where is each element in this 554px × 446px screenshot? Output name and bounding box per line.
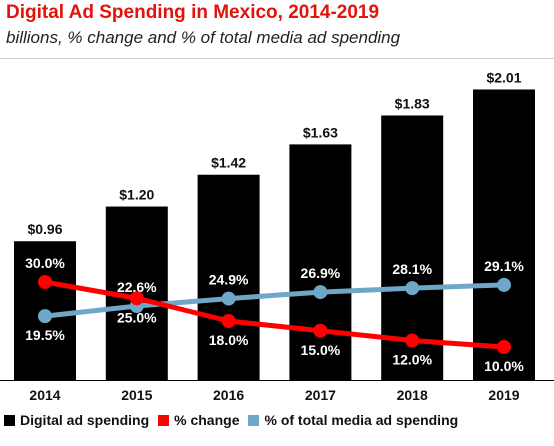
bar-value-label: $1.20	[119, 187, 154, 203]
legend-label-change: % change	[174, 412, 240, 428]
change-point	[221, 314, 236, 328]
share-point	[221, 291, 236, 306]
x-tick-label: 2016	[213, 387, 244, 403]
chart-subtitle: billions, % change and % of total media …	[6, 28, 401, 47]
share-data-label: 22.6%	[117, 279, 157, 295]
title-divider	[0, 58, 554, 59]
x-tick-label: 2019	[488, 387, 519, 403]
share-data-label: 24.9%	[209, 272, 249, 288]
change-data-label: 12.0%	[392, 352, 432, 368]
x-tick-label: 2017	[305, 387, 336, 403]
chart-area: $0.96 $1.20 $1.42 $1.63 $1.83 $2.01 2014 2015 20…	[0, 69, 554, 403]
change-point	[405, 333, 420, 348]
legend-swatch-share	[248, 414, 260, 426]
bar-value-label: $2.01	[486, 69, 521, 85]
bar-2019	[473, 89, 535, 381]
legend-item-digital-ad-spending: Digital ad spending	[4, 412, 149, 428]
share-data-label: 19.5%	[25, 327, 65, 343]
bar-value-label: $0.96	[27, 221, 62, 237]
share-data-label: 26.9%	[301, 265, 341, 281]
legend-swatch-change	[158, 414, 170, 426]
change-data-label: 25.0%	[117, 309, 157, 325]
change-data-label: 18.0%	[209, 332, 249, 348]
bar-value-label: $1.63	[303, 124, 338, 140]
legend-label-digital-ad-spending: Digital ad spending	[20, 412, 150, 428]
x-tick-label: 2014	[29, 387, 60, 403]
legend-item-change: % change	[158, 412, 239, 428]
x-tick-label: 2015	[121, 387, 152, 403]
share-point	[38, 309, 52, 324]
legend: Digital ad spending % change % of total …	[4, 412, 467, 428]
bar-value-label: $1.83	[395, 95, 430, 111]
change-point	[129, 291, 144, 306]
legend-label-share: % of total media ad spending	[264, 412, 459, 428]
change-point	[497, 340, 511, 354]
change-line	[42, 279, 507, 350]
share-data-label: 28.1%	[392, 261, 432, 277]
bar-2016	[197, 174, 260, 380]
change-data-label: 10.0%	[484, 358, 524, 374]
change-point	[38, 275, 52, 289]
change-point	[313, 323, 328, 338]
change-data-label: 30.0%	[25, 255, 65, 271]
bar-value-label: $1.42	[211, 155, 246, 171]
bar-2017	[289, 144, 352, 380]
share-point	[405, 281, 420, 296]
change-data-label: 15.0%	[301, 342, 341, 358]
legend-swatch-bars	[4, 414, 15, 426]
x-tick-label: 2018	[397, 387, 428, 403]
share-point	[313, 285, 328, 300]
chart-title: Digital Ad Spending in Mexico, 2014-2019	[6, 2, 380, 23]
share-point	[497, 277, 511, 292]
share-data-label: 29.1%	[484, 258, 524, 274]
legend-item-share: % of total media ad spending	[248, 412, 458, 428]
share-line	[42, 282, 507, 319]
